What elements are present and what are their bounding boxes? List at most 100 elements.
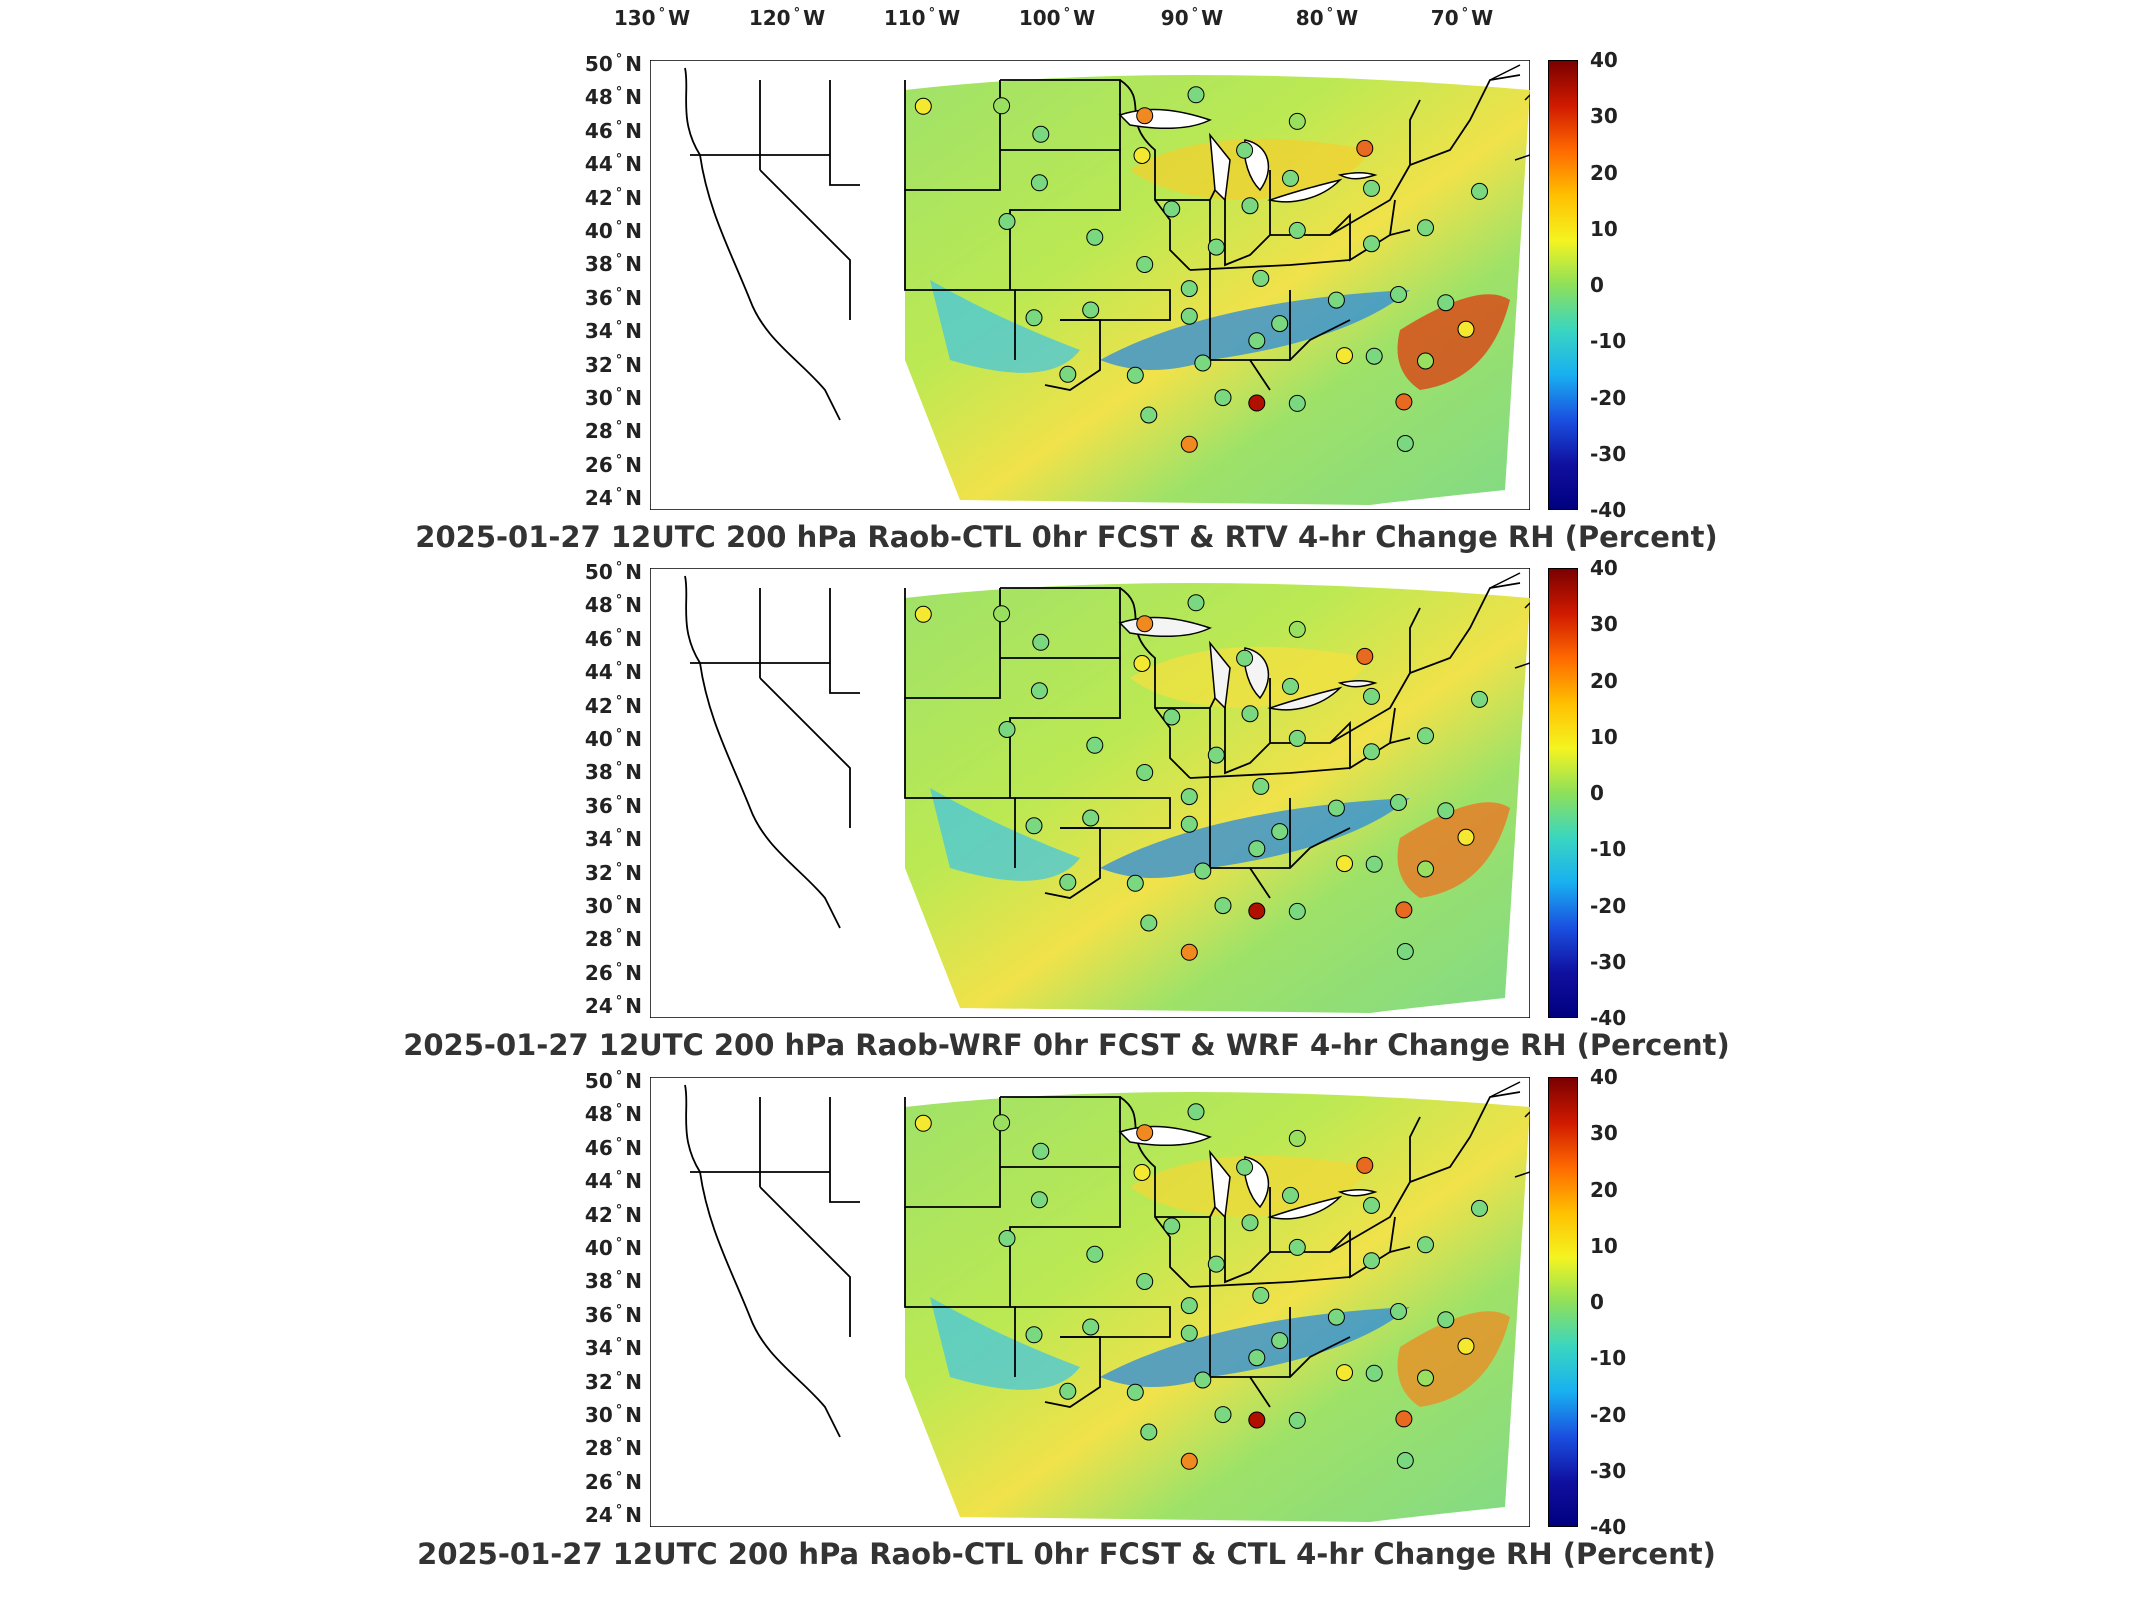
colorbar-tick-label: 20 [1590, 668, 1618, 693]
state-boundary [1189, 259, 1351, 391]
state-boundary [1409, 1091, 1521, 1183]
raob-station-marker [1327, 799, 1345, 817]
lat-label: 34 ° N [584, 319, 642, 344]
raob-station-marker [1214, 389, 1232, 407]
raob-station-marker [1207, 238, 1225, 256]
lat-label: 50 ° N [584, 52, 642, 76]
raob-station-marker [1327, 291, 1345, 309]
raob-station-marker [1133, 147, 1151, 164]
raob-station-marker [1417, 727, 1434, 745]
lat-label: 40 ° N [584, 219, 642, 243]
field-negative-region [930, 788, 1080, 881]
raob-station-marker [1288, 1238, 1306, 1256]
raob-station-marker [1363, 1196, 1380, 1214]
raob-station-marker [914, 605, 932, 623]
raob-station-marker [1163, 200, 1181, 218]
raob-station-marker [1395, 901, 1413, 919]
lat-label: 50 ° N [584, 1069, 642, 1093]
raob-station-marker [1248, 902, 1266, 920]
raob-station-marker [1471, 690, 1488, 708]
lat-label: 40 ° N [584, 727, 642, 751]
colorbar-tick-label: 30 [1590, 104, 1618, 129]
lat-label: 44 ° N [584, 1169, 642, 1194]
raob-station-marker [1241, 1214, 1259, 1232]
raob-station-marker [1187, 1103, 1205, 1121]
raob-station-marker [1396, 943, 1414, 960]
raob-station-marker [1180, 1297, 1198, 1315]
lat-label: 36 ° N [584, 793, 642, 818]
colorbar-tick-label: -20 [1590, 893, 1627, 918]
raob-station-marker [1363, 179, 1380, 197]
raob-station-marker [1437, 294, 1455, 312]
rh-change-map [650, 60, 1530, 510]
raob-station-marker [1271, 823, 1289, 841]
raob-station-marker [1417, 1369, 1434, 1387]
state-boundary [904, 80, 1001, 191]
raob-station-marker [1180, 1324, 1198, 1342]
great-lake [1337, 172, 1378, 180]
raob-station-marker [1180, 280, 1198, 298]
raob-station-marker [1248, 840, 1266, 858]
lat-label: 46 ° N [584, 118, 642, 143]
lat-label: 32 ° N [584, 860, 642, 885]
colorbar-tick-label: 0 [1590, 1290, 1604, 1314]
colorbar-tick-label: 20 [1590, 160, 1618, 185]
raob-station-marker [1187, 594, 1205, 612]
raob-station-marker [1248, 1411, 1266, 1429]
raob-station-marker [1356, 647, 1374, 665]
colorbar-tick-label: 30 [1590, 612, 1618, 637]
state-boundary [1270, 707, 1396, 770]
raob-station-marker [1282, 169, 1299, 187]
rh-change-map [650, 568, 1530, 1018]
lat-label: 38 ° N [584, 1269, 642, 1294]
field-negative-region [930, 280, 1080, 373]
state-boundary [1000, 149, 1121, 290]
raob-station-marker [1396, 435, 1414, 452]
colorbar-tick-label: -40 [1590, 1006, 1627, 1030]
raob-station-marker [1437, 802, 1455, 820]
raob-station-marker [1356, 139, 1374, 157]
raob-station-marker [1271, 1332, 1289, 1350]
raob-station-marker [1059, 873, 1077, 891]
raob-station-marker [1163, 1217, 1181, 1235]
raob-station-marker [1471, 182, 1488, 200]
lat-label: 30 ° N [584, 1403, 642, 1427]
raob-station-marker [1194, 1371, 1212, 1389]
panel-title: 2025-01-27 12UTC 200 hPa Raob-WRF 0hr FC… [403, 1028, 1730, 1062]
raob-station-marker [1327, 1308, 1345, 1326]
raob-station-marker [1030, 682, 1048, 700]
colorbar-tick-label: -30 [1590, 1458, 1627, 1483]
colorbar-tick-label: 40 [1590, 1065, 1618, 1089]
raob-station-marker [1030, 174, 1048, 192]
state-boundary [1015, 797, 1171, 829]
state-boundary [904, 1097, 1001, 1208]
raob-station-marker [1214, 1406, 1232, 1424]
lat-label: 34 ° N [584, 1336, 642, 1361]
raob-station-marker [1336, 1364, 1353, 1382]
longitude-axis: 130 ° W 120 ° W 110 ° W 100 ° W 90 ° W 80 ° W 70 ° W [0, 0, 2133, 40]
lat-label: 40 ° N [584, 1236, 642, 1260]
raob-station-marker [1390, 286, 1407, 303]
raob-station-marker [1417, 860, 1434, 878]
raob-station-marker [1140, 406, 1158, 424]
raob-station-marker [1086, 228, 1104, 246]
state-boundary [1250, 290, 1351, 361]
colorbar-tick-label: 0 [1590, 273, 1604, 297]
colorbar-tick-label: 30 [1590, 1121, 1618, 1146]
lat-label: 30 ° N [584, 386, 642, 410]
raob-station-marker [1396, 1452, 1414, 1469]
lat-label: 36 ° N [584, 285, 642, 310]
lat-label: 44 ° N [584, 660, 642, 685]
lat-label: 24 ° N [584, 486, 642, 511]
colorbar-tick-label: 20 [1590, 1177, 1618, 1202]
raob-station-marker [998, 1230, 1016, 1247]
raob-station-marker [1336, 347, 1353, 365]
raob-station-marker [1252, 777, 1270, 795]
colorbar-tick-label: -10 [1590, 1346, 1627, 1371]
raob-station-marker [1457, 828, 1475, 846]
colorbar-tick-label: 10 [1590, 724, 1618, 749]
raob-station-marker [993, 1114, 1011, 1132]
lat-label: 24 ° N [584, 1503, 642, 1528]
raob-station-marker [1126, 874, 1144, 892]
colorbar-tick-label: -30 [1590, 441, 1627, 466]
